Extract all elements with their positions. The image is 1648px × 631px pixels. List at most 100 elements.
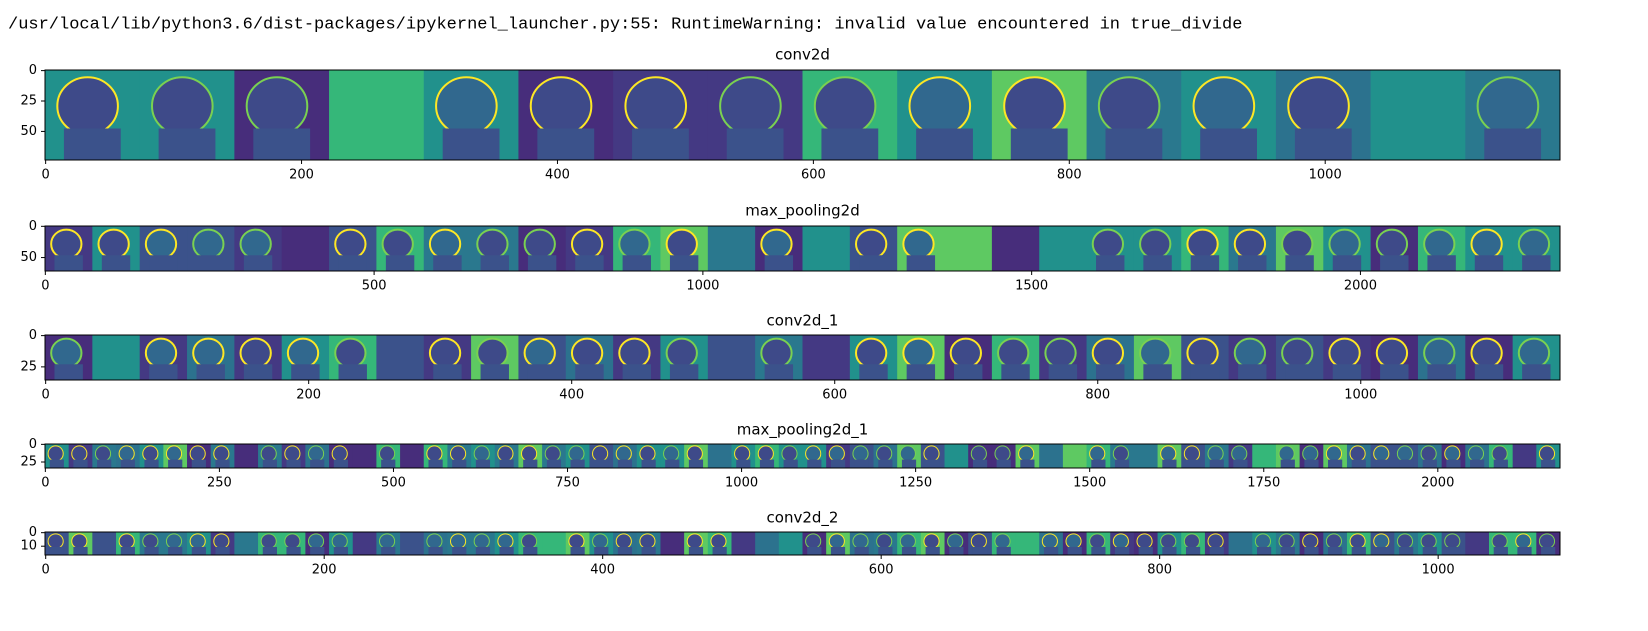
dog-body: [433, 364, 462, 380]
dog-body: [1096, 255, 1125, 271]
y-tick-label: 25: [20, 455, 37, 470]
dog-silhouette: [544, 445, 561, 462]
feature-map-tile: [1512, 444, 1537, 468]
dog-silhouette: [1517, 337, 1551, 369]
dog-silhouette: [639, 445, 656, 462]
dog-body: [570, 459, 585, 468]
dog-silhouette: [1517, 228, 1551, 260]
dog-silhouette: [757, 445, 774, 462]
dog-silhouette: [334, 337, 367, 369]
feature-map-tile: [707, 226, 756, 271]
dog-body: [665, 459, 680, 468]
dog-silhouette: [710, 533, 727, 550]
dog-body: [1399, 546, 1414, 555]
dog-body: [669, 364, 699, 380]
dog-silhouette: [876, 445, 893, 462]
dog-silhouette: [165, 533, 183, 550]
dog-silhouette: [1281, 337, 1314, 369]
dog-body: [1138, 546, 1153, 555]
dog-body: [243, 255, 273, 271]
dog-body: [475, 546, 491, 555]
dog-body: [49, 546, 64, 555]
dog-silhouette: [189, 445, 206, 462]
dog-body: [149, 255, 178, 271]
x-tick-label: 200: [296, 388, 321, 403]
axes-frame: [44, 531, 1561, 556]
dog-silhouette: [1423, 337, 1456, 369]
feature-map-tile: [92, 335, 141, 380]
dog-silhouette: [1373, 533, 1390, 550]
dog-body: [310, 459, 325, 468]
dog-body: [1105, 128, 1163, 160]
dog-silhouette: [1470, 337, 1503, 369]
dog-silhouette: [902, 228, 935, 260]
dog-body: [632, 128, 689, 160]
dog-body: [1200, 128, 1257, 160]
feature-map-tile: [802, 335, 851, 380]
x-tick-label: 600: [801, 168, 826, 183]
x-tick-label: 2000: [1344, 279, 1377, 294]
dog-body: [385, 255, 415, 271]
dog-silhouette: [435, 76, 498, 136]
dog-silhouette: [523, 337, 556, 369]
dog-silhouette: [307, 445, 325, 462]
dog-silhouette: [1491, 533, 1508, 550]
dog-body: [144, 546, 159, 555]
dog-silhouette: [144, 228, 178, 260]
dog-body: [622, 255, 651, 271]
dog-body: [1351, 546, 1366, 555]
feature-map-tile: [755, 532, 780, 555]
dog-body: [1422, 546, 1437, 555]
dog-silhouette: [47, 533, 64, 550]
dog-silhouette: [165, 445, 183, 462]
dog-body: [901, 546, 917, 555]
dog-silhouette: [997, 337, 1030, 369]
dog-silhouette: [568, 445, 585, 462]
dog-silhouette: [71, 445, 88, 462]
feature-maps: [45, 532, 1561, 555]
dog-silhouette: [618, 337, 651, 369]
dog-body: [764, 255, 794, 271]
dog-body: [523, 546, 538, 555]
dog-silhouette: [1233, 337, 1267, 369]
y-tick-label: 0: [29, 525, 37, 540]
dog-silhouette: [1207, 445, 1224, 462]
dog-body: [1522, 255, 1551, 271]
dog-body: [54, 364, 83, 380]
dog-silhouette: [334, 228, 367, 260]
dog-silhouette: [1328, 228, 1361, 260]
feature-map-tile: [1039, 226, 1088, 271]
dog-body: [901, 459, 917, 468]
dog-body: [433, 255, 462, 271]
feature-map-tile: [352, 444, 377, 468]
dog-silhouette: [1325, 445, 1343, 462]
dog-silhouette: [1375, 337, 1409, 369]
dog-body: [546, 459, 562, 468]
dog-silhouette: [473, 445, 490, 462]
dog-body: [906, 364, 936, 380]
dog-silhouette: [1423, 228, 1456, 260]
dog-silhouette: [144, 337, 178, 369]
dog-silhouette: [47, 445, 64, 462]
feature-map-tile: [660, 532, 685, 555]
dog-body: [428, 546, 443, 555]
dog-body: [1304, 546, 1319, 555]
dog-body: [854, 546, 869, 555]
feature-map-tile: [944, 444, 969, 468]
dog-body: [1257, 546, 1272, 555]
dog-silhouette: [852, 533, 869, 550]
dog-silhouette: [286, 337, 320, 369]
dog-silhouette: [570, 337, 604, 369]
dog-body: [215, 459, 230, 468]
dog-silhouette: [284, 533, 301, 550]
dog-body: [286, 546, 301, 555]
dog-silhouette: [639, 533, 656, 550]
dog-silhouette: [854, 228, 888, 260]
dog-silhouette: [94, 445, 112, 462]
dog-silhouette: [1233, 228, 1267, 260]
axes-title: max_pooling2d_1: [737, 421, 869, 440]
dog-body: [1304, 459, 1319, 468]
dog-body: [1190, 255, 1220, 271]
feature-map-tile: [1015, 532, 1040, 555]
x-tick-label: 800: [1085, 388, 1110, 403]
